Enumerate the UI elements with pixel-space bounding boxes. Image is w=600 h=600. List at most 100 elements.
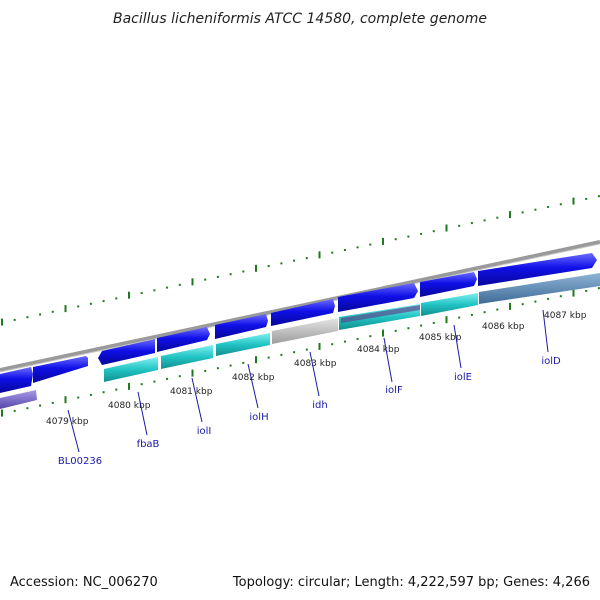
gene-forward[interactable] xyxy=(271,299,335,326)
gene-label[interactable]: BL00236 xyxy=(58,456,102,467)
gene-forward[interactable] xyxy=(0,367,33,393)
track-dot xyxy=(534,208,537,211)
track-dot xyxy=(13,409,16,412)
gene-label[interactable]: iolH xyxy=(249,412,268,423)
track-tick xyxy=(445,224,448,232)
track-dot xyxy=(267,265,270,268)
scale-label: 4080 kbp xyxy=(108,401,151,411)
track-dot xyxy=(521,303,524,306)
track-tick xyxy=(572,289,575,297)
genome-title: Bacillus licheniformis ATCC 14580, compl… xyxy=(113,11,487,27)
track-tick xyxy=(318,251,321,259)
gene-label[interactable]: idh xyxy=(312,400,327,411)
track-dot xyxy=(229,364,232,367)
track-tick xyxy=(382,237,384,245)
accession-text: Accession: NC_006270 xyxy=(10,575,158,590)
track-dot xyxy=(77,305,80,308)
track-dot xyxy=(280,262,283,265)
scale-labels: 4079 kbp 4080 kbp 4081 kbp 4082 kbp 4083… xyxy=(46,311,587,427)
track-dot xyxy=(178,375,181,378)
track-dot xyxy=(420,232,423,235)
gene-label[interactable]: iolE xyxy=(454,372,472,383)
track-dot xyxy=(166,377,169,380)
track-dot xyxy=(559,295,562,298)
track-dot xyxy=(343,340,346,343)
scale-label: 4086 kbp xyxy=(482,322,525,332)
track-dot xyxy=(204,278,207,281)
track-dot xyxy=(407,327,410,330)
track-dot xyxy=(407,235,410,238)
track-dot xyxy=(115,297,118,300)
gene-overlap-marker xyxy=(341,305,420,323)
gene-forward[interactable] xyxy=(157,327,210,352)
track-tick xyxy=(1,409,3,417)
gene-forward[interactable] xyxy=(215,314,268,339)
forward-strand xyxy=(0,253,597,393)
track-dot xyxy=(39,313,42,316)
track-dot xyxy=(242,361,245,364)
track-dot xyxy=(483,311,486,314)
track-dot xyxy=(26,316,29,319)
gene-reverse[interactable] xyxy=(161,345,213,369)
track-dot xyxy=(242,270,245,273)
gene-forward[interactable] xyxy=(33,356,88,383)
track-tick xyxy=(445,316,448,324)
track-tick xyxy=(128,291,130,299)
track-dot xyxy=(102,391,105,394)
track-dot xyxy=(153,289,156,292)
gene-reverse[interactable] xyxy=(104,357,158,382)
track-tick xyxy=(382,329,384,337)
track-dot xyxy=(331,343,334,346)
track-dot xyxy=(585,197,588,200)
track-dot xyxy=(369,335,372,338)
track-dot xyxy=(369,243,372,246)
track-dot xyxy=(305,348,308,351)
track-dot xyxy=(293,259,296,262)
track-tick xyxy=(1,318,3,326)
track-dot xyxy=(597,195,600,198)
scale-label: 4082 kbp xyxy=(232,373,275,383)
gene-forward[interactable] xyxy=(338,283,418,312)
track-dot xyxy=(102,300,105,303)
gene-forward[interactable] xyxy=(478,253,597,286)
track-dot xyxy=(140,383,143,386)
genome-stats-text: Topology: circular; Length: 4,222,597 bp… xyxy=(232,575,590,590)
track-tick xyxy=(509,211,511,219)
gene-label[interactable]: iolI xyxy=(197,426,212,437)
outer-gc-track xyxy=(1,195,600,326)
track-dot xyxy=(305,257,308,260)
gene-reverse[interactable] xyxy=(421,293,478,316)
gene-label[interactable]: iolD xyxy=(541,356,561,367)
gene-label[interactable]: fbaB xyxy=(137,439,160,450)
track-dot xyxy=(521,211,524,214)
gene-reverse[interactable] xyxy=(0,390,37,409)
track-dot xyxy=(394,329,397,332)
scale-label: 4079 kbp xyxy=(46,417,89,427)
track-dot xyxy=(420,324,423,327)
track-dot xyxy=(547,297,550,300)
gene-reverse[interactable] xyxy=(216,333,270,356)
track-dot xyxy=(204,369,207,372)
track-tick xyxy=(191,369,194,377)
track-dot xyxy=(51,401,54,404)
track-dot xyxy=(496,216,499,219)
scale-label: 4085 kbp xyxy=(419,333,462,343)
inner-gc-track xyxy=(1,287,600,417)
track-dot xyxy=(483,219,486,222)
track-tick xyxy=(64,396,67,404)
track-tick xyxy=(318,342,321,350)
track-dot xyxy=(343,249,346,251)
gene-forward[interactable] xyxy=(98,339,155,365)
gene-forward[interactable] xyxy=(420,272,477,297)
track-dot xyxy=(458,316,461,319)
gene-label[interactable]: iolF xyxy=(385,385,403,396)
track-dot xyxy=(432,321,435,324)
gene-reverse[interactable] xyxy=(479,273,600,304)
track-dot xyxy=(597,287,600,290)
gene-pseudo[interactable] xyxy=(272,318,338,344)
track-dot xyxy=(547,206,550,208)
track-dot xyxy=(178,283,181,286)
track-tick xyxy=(191,278,194,286)
track-dot xyxy=(140,292,143,294)
